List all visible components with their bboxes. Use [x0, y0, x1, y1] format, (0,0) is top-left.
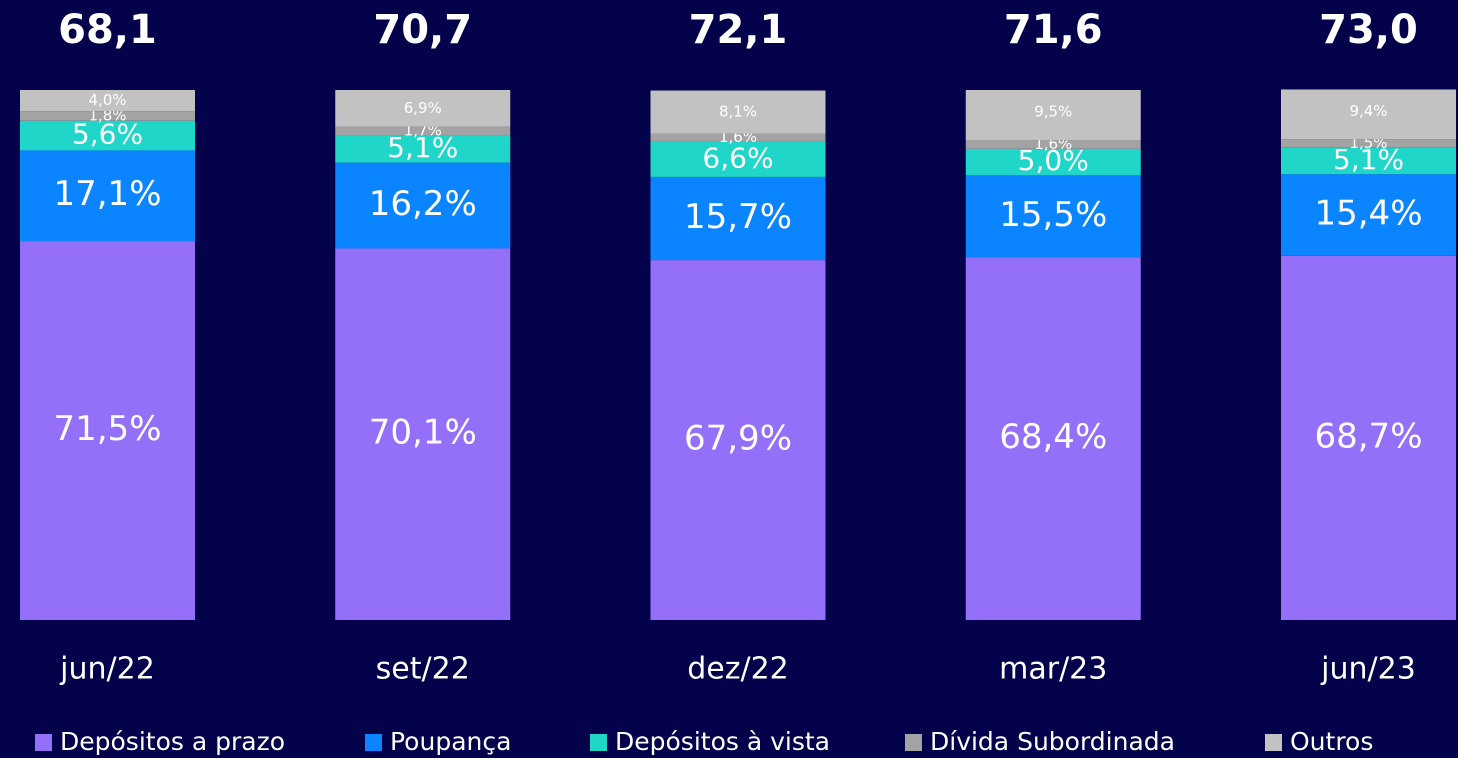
legend-label: Depósitos a prazo — [60, 727, 285, 756]
data-label: 67,9% — [684, 419, 792, 459]
data-label: 15,7% — [684, 197, 792, 237]
legend-swatch — [365, 734, 382, 751]
data-label: 15,4% — [1314, 194, 1422, 234]
bar-segment — [650, 260, 826, 620]
bar-segment — [965, 140, 1141, 149]
bar-segment — [965, 175, 1141, 258]
data-label: 5,1% — [1333, 143, 1404, 176]
legend-label: Dívida Subordinada — [930, 727, 1175, 756]
bar-segment — [20, 150, 195, 242]
legend-swatch — [1265, 734, 1282, 751]
bar-segment — [650, 133, 826, 142]
data-label: 9,5% — [1034, 103, 1072, 121]
total-label: 73,0 — [1319, 7, 1418, 53]
data-label: 8,1% — [719, 102, 757, 120]
data-label: 15,5% — [999, 195, 1107, 235]
bar-segment — [20, 120, 195, 151]
bar-segment — [1281, 147, 1456, 175]
data-label: 5,6% — [72, 118, 143, 151]
legend-label: Poupança — [390, 727, 511, 756]
bar-segment — [335, 248, 511, 620]
legend-swatch — [590, 734, 607, 751]
data-label: 71,5% — [53, 409, 161, 449]
bar-segment — [335, 126, 511, 136]
total-label: 71,6 — [1004, 7, 1103, 53]
data-label: 6,9% — [404, 99, 442, 117]
bar-segment — [965, 257, 1141, 620]
x-tick-label: jun/23 — [1320, 652, 1416, 687]
legend-swatch — [905, 734, 922, 751]
total-label: 72,1 — [689, 7, 788, 53]
data-label: 5,0% — [1018, 144, 1089, 177]
bar-segment — [335, 90, 511, 127]
data-label: 9,4% — [1349, 102, 1387, 120]
bar-segment — [335, 162, 511, 249]
bar-segment — [1281, 139, 1456, 148]
bar-segment — [965, 90, 1141, 141]
x-tick-label: jun/22 — [59, 652, 155, 687]
bar-segment — [650, 176, 826, 261]
bar-segment — [1281, 174, 1456, 256]
bar-segment — [1281, 255, 1456, 620]
data-label: 68,7% — [1314, 416, 1422, 456]
bar-segment — [650, 90, 826, 134]
bar-segment — [650, 141, 826, 177]
legend-swatch — [35, 734, 52, 751]
data-label: 16,2% — [369, 184, 477, 224]
bar-segment — [20, 111, 195, 121]
data-label: 70,1% — [369, 413, 477, 453]
x-tick-label: mar/23 — [999, 652, 1107, 687]
bar-segment — [965, 148, 1141, 176]
x-tick-label: set/22 — [376, 652, 470, 687]
x-tick-label: dez/22 — [687, 652, 789, 687]
bar-segment — [20, 90, 195, 112]
bar-segment — [1281, 89, 1456, 140]
bar-segment — [335, 135, 511, 163]
total-label: 70,7 — [373, 7, 472, 53]
data-label: 4,0% — [88, 91, 126, 109]
total-label: 68,1 — [58, 7, 157, 53]
data-label: 6,6% — [702, 141, 773, 174]
data-label: 68,4% — [999, 417, 1107, 457]
data-label: 5,1% — [387, 131, 458, 164]
bar-segment — [20, 241, 195, 621]
legend-label: Depósitos à vista — [615, 727, 830, 756]
data-label: 17,1% — [53, 174, 161, 214]
legend-label: Outros — [1290, 727, 1373, 756]
